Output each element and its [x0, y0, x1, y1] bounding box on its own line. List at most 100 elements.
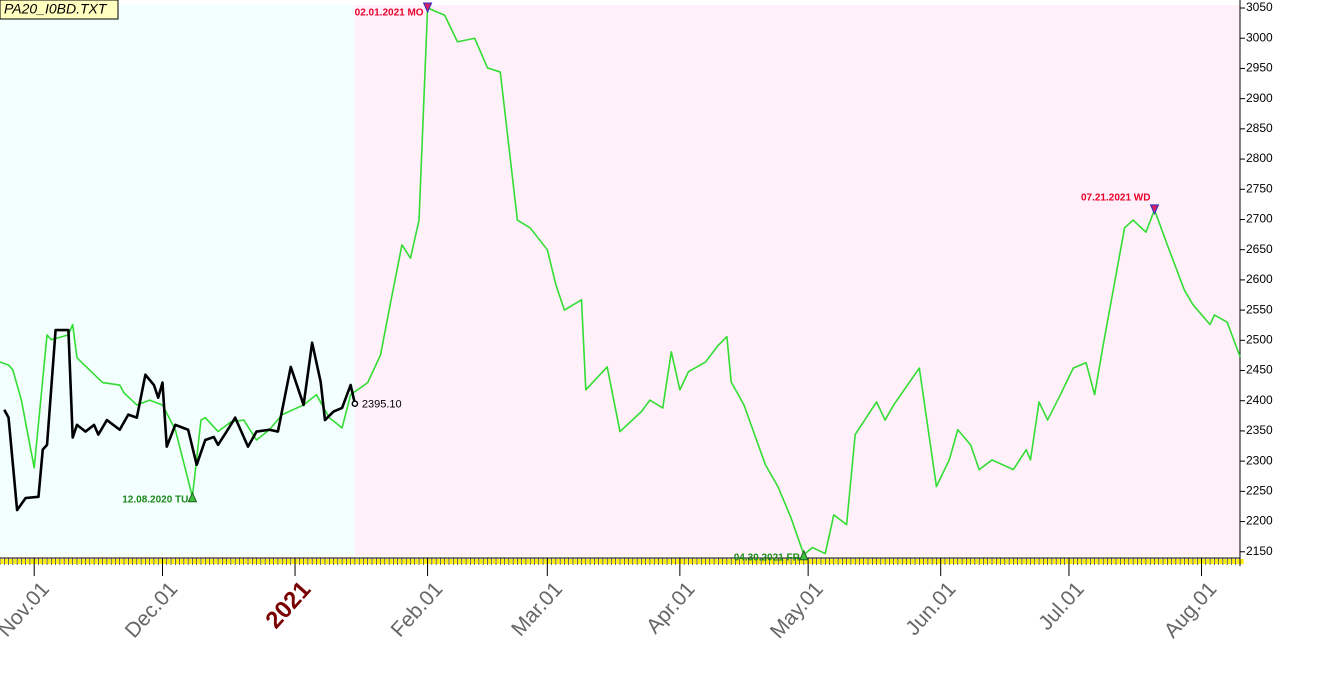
day-cell [795, 559, 799, 564]
day-cell [565, 559, 569, 564]
day-cell [633, 559, 637, 564]
day-cell [577, 559, 581, 564]
day-cell [646, 559, 650, 564]
day-cell [351, 559, 355, 564]
day-cell [436, 559, 440, 564]
day-cell [60, 559, 64, 564]
day-cell [240, 559, 244, 564]
day-cell [231, 559, 235, 564]
day-cell [17, 559, 21, 564]
day-cell [714, 559, 718, 564]
day-cell [560, 559, 564, 564]
day-cell [736, 559, 740, 564]
day-cell [423, 559, 427, 564]
day-cell [808, 559, 812, 564]
annotation-label: 07.21.2021 WD [1081, 192, 1151, 203]
day-cell [496, 559, 500, 564]
day-cell [629, 559, 633, 564]
day-cell [727, 559, 731, 564]
day-cell [804, 559, 808, 564]
day-cell [945, 559, 949, 564]
day-cell [505, 559, 509, 564]
day-cell [304, 559, 308, 564]
day-cell [877, 559, 881, 564]
day-cell [1073, 559, 1077, 564]
day-cell [402, 559, 406, 564]
y-tick-label: 3000 [1246, 30, 1273, 44]
day-cell [338, 559, 342, 564]
day-cell [919, 559, 923, 564]
day-cell [406, 559, 410, 564]
day-cell [864, 559, 868, 564]
day-cell [432, 559, 436, 564]
day-cell [881, 559, 885, 564]
day-cell [321, 559, 325, 564]
day-cell [573, 559, 577, 564]
day-cell [586, 559, 590, 564]
day-cell [637, 559, 641, 564]
day-cell [603, 559, 607, 564]
day-cell [958, 559, 962, 564]
day-cell [624, 559, 628, 564]
day-cell [937, 559, 941, 564]
x-tick-label: Jul.01 [1034, 578, 1089, 635]
day-cell [569, 559, 573, 564]
day-cell [201, 559, 205, 564]
day-cell [308, 559, 312, 564]
day-cell [582, 559, 586, 564]
day-cell [1232, 559, 1236, 564]
day-cell [257, 559, 261, 564]
y-tick-label: 2450 [1246, 363, 1273, 377]
data-label: 2395.10 [362, 399, 402, 411]
day-cell [1137, 559, 1141, 564]
day-cell [111, 559, 115, 564]
day-cell [1214, 559, 1218, 564]
day-cell [1210, 559, 1214, 564]
day-cell [1065, 559, 1069, 564]
y-tick-label: 2900 [1246, 91, 1273, 105]
day-cell [1108, 559, 1112, 564]
day-cell [1043, 559, 1047, 564]
day-cell [860, 559, 864, 564]
series-line [3, 328, 357, 512]
day-cell [94, 559, 98, 564]
low-marker [799, 549, 809, 561]
day-cell [1095, 559, 1099, 564]
day-cell [774, 559, 778, 564]
day-cell [1052, 559, 1056, 564]
day-cell [847, 559, 851, 564]
day-cell [329, 559, 333, 564]
day-cell [731, 559, 735, 564]
day-cell [1069, 559, 1073, 564]
day-cell [282, 559, 286, 564]
day-cell [462, 559, 466, 564]
day-cell [1223, 559, 1227, 564]
day-cell [1180, 559, 1184, 564]
day-cell [158, 559, 162, 564]
day-cell [830, 559, 834, 564]
day-cell [787, 559, 791, 564]
day-cell [398, 559, 402, 564]
day-cell [885, 559, 889, 564]
day-cell [4, 559, 8, 564]
day-cell [21, 559, 25, 564]
day-cell [928, 559, 932, 564]
day-cell [1185, 559, 1189, 564]
day-cell [783, 559, 787, 564]
day-cell [911, 559, 915, 564]
day-cell [317, 559, 321, 564]
day-cell [163, 559, 167, 564]
day-cell [740, 559, 744, 564]
day-cell [765, 559, 769, 564]
day-cell [1155, 559, 1159, 564]
day-cell [1197, 559, 1201, 564]
day-cell [706, 559, 710, 564]
day-cell [154, 559, 158, 564]
day-cell [851, 559, 855, 564]
day-cell [1176, 559, 1180, 564]
day-cell [689, 559, 693, 564]
x-tick-label: 2021 [260, 576, 316, 634]
day-cell [385, 559, 389, 564]
forecast-region [354, 5, 1240, 556]
day-cell [214, 559, 218, 564]
